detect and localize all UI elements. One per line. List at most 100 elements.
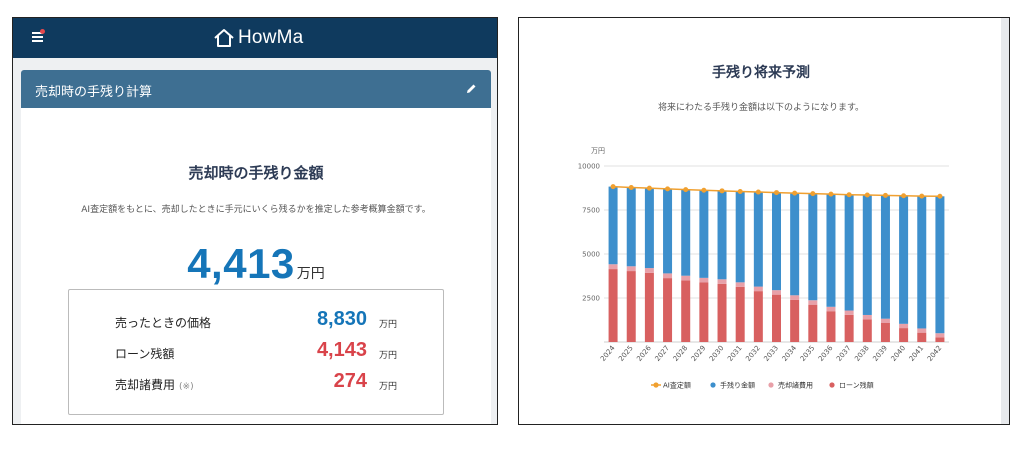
remain-bar (790, 193, 800, 296)
remaining-amount-value: 4,413 (187, 240, 295, 287)
ai-point (665, 186, 671, 192)
loan-balance-row: ローン残額 4,143 万円 (115, 339, 397, 365)
ai-point (864, 192, 870, 198)
x-tick-label: 2025 (617, 344, 635, 363)
cost-bar (790, 295, 800, 300)
cost-bar (608, 264, 618, 270)
loan-bar (862, 319, 872, 342)
y-tick-label: 2500 (582, 295, 600, 303)
loan-bar (626, 271, 636, 342)
x-tick-label: 2026 (635, 344, 653, 363)
selling-cost-label: 売却諸費用 (115, 378, 176, 392)
scrollbar-track[interactable] (1001, 18, 1009, 424)
sale-price-label: 売ったときの価格 (115, 316, 212, 330)
x-tick-label: 2039 (871, 344, 889, 363)
cost-bar (826, 306, 836, 312)
ai-point (755, 189, 761, 195)
ai-point (628, 184, 634, 190)
remain-bar (917, 196, 927, 329)
howma-logo[interactable]: HowMa (213, 26, 303, 50)
ai-point (919, 193, 925, 199)
selling-cost-note[interactable]: (※) (179, 382, 194, 392)
selling-cost-row: 売却諸費用 (※) 274 万円 (115, 370, 397, 396)
ai-point (646, 185, 652, 191)
logo-text: HowMa (238, 27, 304, 48)
ai-point (719, 188, 725, 194)
remain-bar (772, 192, 781, 291)
x-tick-label: 2034 (781, 344, 799, 363)
loan-balance-unit: 万円 (378, 351, 397, 361)
remain-bar (717, 190, 727, 280)
ai-point (901, 193, 907, 199)
app-header: HowMa (13, 18, 497, 58)
x-tick-label: 2031 (726, 344, 744, 363)
hamburger-menu-icon[interactable] (32, 32, 43, 42)
sale-price-value: 8,830 (316, 308, 367, 330)
remain-bar (663, 188, 673, 274)
loan-bar (663, 278, 673, 342)
cost-bar (753, 286, 763, 292)
sale-calc-screen: HowMa 売却時の手残り計算 売却時の手残り金額 AI査定額をもとに、売却した… (12, 17, 498, 425)
remain-bar (880, 195, 890, 319)
legend-marker (829, 382, 835, 388)
legend-label: 手残り金額 (720, 381, 755, 390)
legend-marker (768, 382, 774, 388)
y-tick-label: 7500 (582, 207, 600, 215)
y-axis-unit: 万円 (591, 147, 605, 155)
remain-bar (826, 194, 836, 307)
x-tick-label: 2029 (690, 344, 708, 363)
loan-bar (917, 332, 927, 342)
legend-label: AI査定額 (663, 381, 691, 390)
x-tick-label: 2028 (672, 344, 690, 363)
ai-point (683, 187, 689, 193)
ai-point (828, 191, 834, 197)
cost-bar (626, 266, 636, 272)
sale-calc-card: 売却時の手残り計算 売却時の手残り金額 AI査定額をもとに、売却したときに手元に… (21, 70, 491, 424)
cost-bar (862, 314, 872, 320)
cost-bar (844, 310, 854, 315)
ai-point (701, 187, 707, 193)
loan-bar (717, 283, 727, 342)
x-tick-label: 2035 (799, 344, 817, 363)
x-tick-label: 2041 (908, 344, 926, 363)
x-tick-label: 2037 (835, 344, 853, 363)
remain-bar (808, 193, 818, 301)
cost-bar (880, 318, 890, 323)
y-tick-label: 5000 (582, 251, 600, 259)
loan-bar (772, 294, 781, 342)
loan-bar (681, 280, 691, 342)
loan-bar (808, 304, 818, 342)
sale-price-unit: 万円 (378, 320, 397, 330)
ai-point (792, 190, 798, 196)
house-icon (214, 29, 234, 47)
cost-bar (663, 273, 673, 279)
notification-dot (40, 29, 45, 34)
remain-bar (753, 192, 763, 287)
loan-bar (644, 272, 654, 342)
loan-bar (935, 337, 945, 342)
remain-bar (608, 186, 618, 265)
x-tick-label: 2040 (890, 344, 908, 363)
remain-bar (699, 190, 709, 278)
loan-balance-value: 4,143 (316, 339, 367, 361)
x-tick-label: 2024 (599, 344, 617, 363)
selling-cost-unit: 万円 (378, 382, 397, 392)
remain-bar (844, 194, 854, 311)
legend-marker (653, 382, 659, 388)
remain-bar (644, 188, 654, 269)
ai-point (937, 193, 943, 199)
legend-label: 売却諸費用 (778, 381, 813, 390)
cost-bar (808, 300, 818, 305)
x-tick-label: 2033 (762, 344, 780, 363)
card-title: 売却時の手残り計算 (35, 85, 153, 100)
forecast-description: 将来にわたる手残り金額は以下のようになります。 (657, 103, 865, 113)
y-tick-label: 10000 (578, 163, 600, 171)
remain-bar (735, 191, 745, 283)
pencil-edit-icon[interactable] (465, 83, 477, 95)
cost-bar (699, 277, 709, 283)
loan-bar (899, 328, 909, 342)
forecast-screen: 手残り将来予測 将来にわたる手残り金額は以下のようになります。 万円 2500 50… (518, 17, 1010, 425)
remain-bar (935, 196, 945, 334)
remain-bar (626, 187, 636, 267)
